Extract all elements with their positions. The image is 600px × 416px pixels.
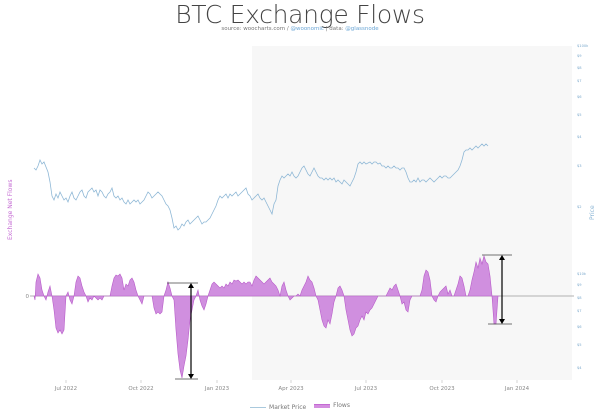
- svg-text:$3: $3: [577, 164, 582, 168]
- right-axis-title: Price: [589, 205, 596, 220]
- svg-text:$5: $5: [577, 113, 582, 117]
- legend-label: Market Price: [269, 403, 307, 411]
- right-axis-ticks-upper: $100k $9 $8 $7 $6 $5 $4 $3 $2: [577, 44, 589, 209]
- svg-text:$4: $4: [577, 366, 582, 370]
- x-tick-label: Jul 2023: [354, 386, 378, 392]
- x-tick-label: Oct 2022: [128, 386, 153, 392]
- legend-item-market-price[interactable]: Market Price: [250, 404, 306, 411]
- svg-text:$6: $6: [577, 95, 582, 99]
- market-price-line[interactable]: [33, 143, 489, 231]
- svg-text:$7: $7: [577, 79, 582, 83]
- source-prefix: source: woocharts.com /: [221, 26, 291, 32]
- svg-text:$8: $8: [577, 66, 582, 70]
- x-tick-label: Apr 2023: [278, 386, 304, 392]
- chart-subtitle: source: woocharts.com / @woonomic | data…: [0, 26, 600, 32]
- right-axis-ticks-lower: $10k $9 $8 $7 $6 $5 $4: [577, 272, 587, 370]
- legend-item-flows[interactable]: Flows: [314, 402, 350, 409]
- annotation-range-1: [167, 282, 198, 380]
- x-tick-label: Jul 2022: [54, 386, 77, 392]
- svg-text:$9: $9: [577, 283, 582, 287]
- source-data-link[interactable]: @glassnode: [345, 26, 379, 32]
- left-axis-title: Exchange Net Flows: [7, 180, 14, 241]
- source-author-link[interactable]: @woonomic: [290, 26, 324, 32]
- legend-label: Flows: [333, 402, 350, 409]
- x-tick-label: Jan 2024: [504, 386, 530, 392]
- annotation-range-2: [482, 254, 512, 325]
- svg-text:$8: $8: [577, 296, 582, 300]
- svg-text:$6: $6: [577, 325, 582, 329]
- svg-text:$5: $5: [577, 343, 582, 347]
- source-separator: | data:: [323, 26, 346, 32]
- svg-text:$100k: $100k: [577, 44, 589, 48]
- market-price-swatch-icon: [250, 406, 267, 408]
- svg-text:$10k: $10k: [577, 272, 587, 276]
- x-axis: Jul 2022 Oct 2022 Jan 2023 Apr 2023 Jul …: [54, 380, 530, 392]
- shaded-region: [252, 46, 572, 380]
- svg-text:$4: $4: [577, 135, 582, 139]
- svg-text:$9: $9: [577, 54, 582, 58]
- chart-legend: Market Price Flows: [0, 402, 600, 411]
- svg-text:$7: $7: [577, 309, 582, 313]
- svg-text:$2: $2: [577, 205, 582, 209]
- chart-title: BTC Exchange Flows: [175, 0, 425, 29]
- x-tick-label: Jan 2023: [204, 386, 230, 392]
- x-tick-label: Oct 2023: [429, 386, 455, 392]
- left-axis-zero-label: 0: [26, 294, 30, 300]
- flows-swatch-icon: [314, 403, 331, 408]
- flows-area[interactable]: [33, 254, 500, 379]
